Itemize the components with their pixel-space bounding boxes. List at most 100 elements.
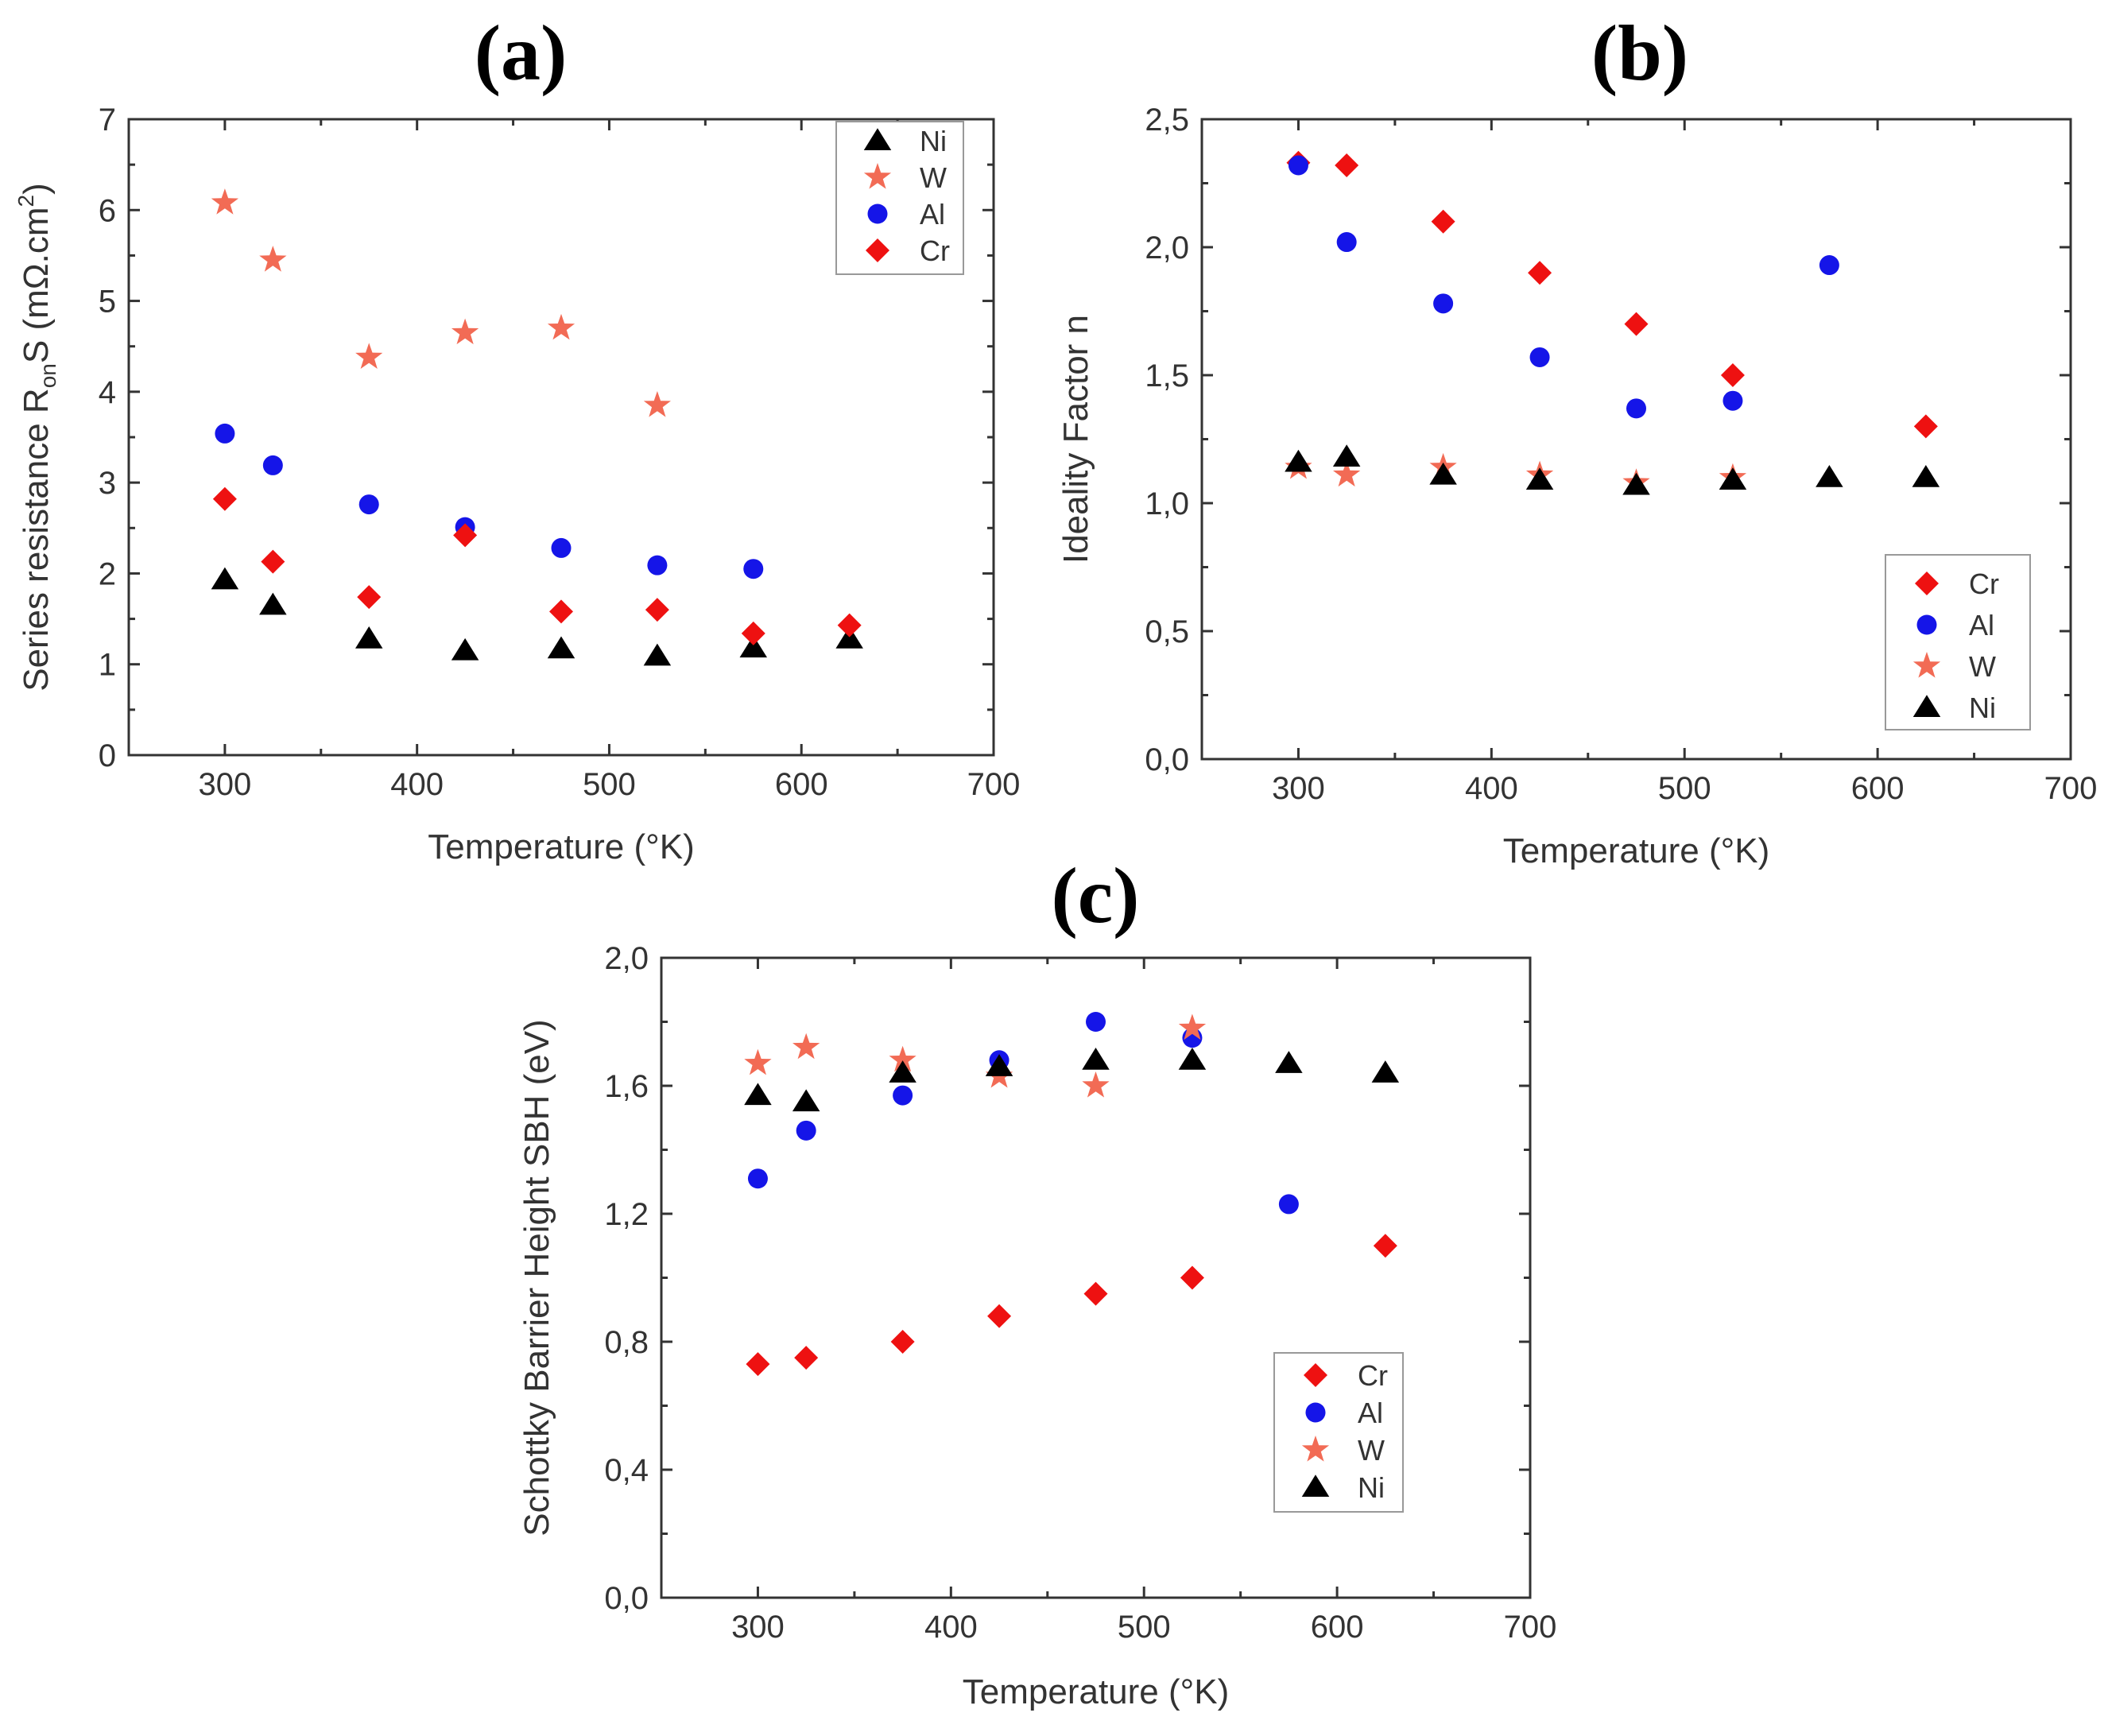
data-point-cr <box>1180 1265 1204 1290</box>
y-axis-title: Series resistance RonS (mΩ.cm2) <box>14 183 60 692</box>
x-tick-label: 400 <box>924 1610 978 1645</box>
y-tick-label: 2,5 <box>1145 103 1189 138</box>
legend-label-al: Al <box>920 198 945 231</box>
x-tick-label: 500 <box>583 767 636 802</box>
data-point-ni <box>792 1089 820 1112</box>
data-point-ni <box>1285 449 1312 472</box>
data-point-ni <box>1371 1060 1400 1083</box>
data-point-ni <box>1275 1051 1303 1073</box>
data-point-al <box>1433 293 1454 314</box>
data-point-ni <box>1719 467 1747 490</box>
data-point-al <box>1086 1012 1106 1032</box>
data-point-ni <box>739 635 768 658</box>
data-point-w <box>643 391 671 417</box>
legend: Cr Al W Ni <box>1273 1352 1404 1513</box>
x-tick-label: 600 <box>1311 1610 1364 1645</box>
data-point-al <box>262 455 283 475</box>
data-point-cr <box>645 598 669 622</box>
data-point-ni <box>547 636 575 659</box>
y-axis-title: Ideality Factor n <box>1056 315 1095 564</box>
y-tick-label: 0 <box>99 738 116 773</box>
legend: Cr Al W Ni <box>1885 554 2031 730</box>
x-axis-title: Temperature (°K) <box>428 827 694 866</box>
y-tick-label: 1,2 <box>604 1197 649 1232</box>
data-point-cr <box>1431 209 1455 234</box>
data-point-al <box>551 537 572 558</box>
data-point-ni <box>211 567 239 590</box>
data-point-ni <box>1622 472 1650 495</box>
legend-label-cr: Cr <box>1969 568 1999 600</box>
data-point-cr <box>1083 1281 1108 1306</box>
data-point-cr <box>549 599 573 624</box>
series-ni <box>211 567 863 666</box>
legend-label-ni: Ni <box>1358 1471 1385 1504</box>
legend-marker-cr <box>1304 1363 1327 1387</box>
y-axis-title: Schottky Barrier Height SBH (eV) <box>517 1019 556 1536</box>
series-cr <box>746 1234 1397 1377</box>
chart-panel-1: (a) 300 400 500 600 700 0 1 2 3 4 5 6 7 Temperature (°… <box>14 9 1020 866</box>
data-point-ni <box>451 637 479 661</box>
data-point-al <box>647 555 668 575</box>
data-point-w <box>355 343 383 369</box>
data-point-al <box>747 1168 768 1189</box>
data-point-ni <box>1912 465 1940 487</box>
data-point-cr <box>741 621 765 645</box>
data-point-cr <box>1335 153 1359 177</box>
data-point-ni <box>1816 465 1843 487</box>
data-point-al <box>215 423 235 444</box>
series-ni <box>744 1048 1400 1112</box>
data-point-w <box>1178 1013 1207 1040</box>
series-w <box>744 1013 1207 1098</box>
x-tick-label: 600 <box>1851 771 1905 806</box>
x-tick-label: 300 <box>1272 771 1325 806</box>
y-tick-label: 2 <box>99 556 116 591</box>
data-point-cr <box>1624 312 1649 336</box>
y-tick-label: 0,4 <box>604 1453 649 1488</box>
legend-marker-al <box>1305 1402 1326 1423</box>
data-point-cr <box>987 1304 1012 1328</box>
legend-marker-ni <box>1912 695 1941 717</box>
series-w <box>211 188 671 417</box>
data-point-ni <box>355 626 383 649</box>
data-point-ni <box>643 643 672 666</box>
panel-label: (a) <box>475 9 568 97</box>
data-point-al <box>1723 390 1743 411</box>
legend-marker-ni <box>863 128 892 150</box>
data-point-ni <box>1082 1048 1110 1070</box>
series-ni <box>1285 444 1940 495</box>
data-point-cr <box>1720 363 1745 387</box>
y-tick-label: 1 <box>99 648 116 683</box>
legend-label-cr: Cr <box>920 234 950 267</box>
data-point-w <box>1333 460 1361 487</box>
data-point-al <box>796 1120 816 1141</box>
data-point-cr <box>357 585 382 610</box>
x-tick-label: 400 <box>1465 771 1518 806</box>
data-point-ni <box>985 1054 1013 1076</box>
data-point-ni <box>744 1083 772 1106</box>
data-point-w <box>1082 1071 1110 1098</box>
data-point-al <box>1336 232 1357 253</box>
data-point-w <box>259 246 287 272</box>
series-al <box>215 423 764 579</box>
x-axis-title: Temperature (°K) <box>963 1672 1229 1711</box>
y-tick-label: 4 <box>99 375 116 410</box>
x-tick-label: 600 <box>775 767 828 802</box>
data-point-cr <box>1913 414 1938 439</box>
legend-label-w: W <box>920 161 947 194</box>
y-tick-label: 0,8 <box>604 1325 649 1360</box>
x-tick-label: 300 <box>199 767 252 802</box>
data-point-ni <box>1525 467 1554 490</box>
chart-panel-3: (c) 300 400 500 600 700 0,0 0,4 0,8 1,2 1,6 2,0 Temp… <box>517 851 1556 1711</box>
y-tick-label: 2,0 <box>604 941 649 976</box>
legend-box <box>835 121 964 275</box>
data-point-cr <box>453 523 478 548</box>
legend-label-cr: Cr <box>1358 1359 1388 1392</box>
y-tick-label: 2,0 <box>1145 231 1189 265</box>
data-point-w <box>744 1048 772 1075</box>
data-point-al <box>358 494 379 515</box>
y-tick-label: 1,5 <box>1145 358 1189 393</box>
panel-label: (c) <box>1052 851 1140 940</box>
legend-marker-w <box>863 163 892 189</box>
series-cr <box>212 486 862 645</box>
